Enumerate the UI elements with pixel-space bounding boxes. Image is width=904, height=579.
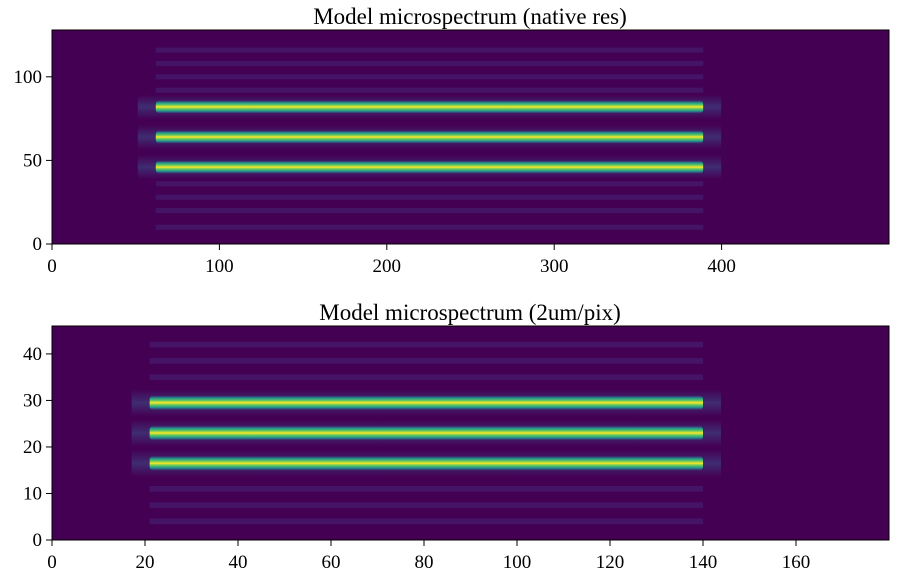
x-tick-label: 0 [47, 552, 57, 573]
plot-frame [51, 29, 890, 245]
stripe [155, 100, 704, 114]
faint-band [149, 502, 703, 508]
stripes [137, 94, 722, 180]
faint-band [155, 47, 704, 53]
stripe [155, 160, 704, 174]
x-tick-label: 400 [707, 256, 736, 277]
x-tick-label: 140 [689, 552, 718, 573]
faint-band [149, 486, 703, 492]
y-tick-label: 10 [23, 483, 42, 504]
y-tick-label: 50 [23, 150, 42, 171]
x-tick-label: 20 [136, 552, 155, 573]
x-tick-label: 40 [229, 552, 248, 573]
chart-title: Model microspectrum (2um/pix) [319, 300, 621, 325]
y-tick-label: 100 [14, 67, 43, 88]
x-tick-label: 160 [782, 552, 811, 573]
chart-panel-2um-pix: Model microspectrum (2um/pix) 0 20 40 60 80 1… [23, 300, 890, 573]
x-tick-label: 300 [540, 256, 569, 277]
y-tick-label: 20 [23, 437, 42, 458]
faint-band [149, 374, 703, 380]
x-tick-label: 0 [47, 256, 57, 277]
y-axis-ticks: 0 50 100 [14, 67, 52, 255]
faint-band [155, 181, 704, 187]
faint-band [149, 341, 703, 348]
faint-band [155, 224, 704, 230]
y-axis-ticks: 0 10 20 30 40 [23, 344, 52, 551]
x-tick-label: 100 [205, 256, 234, 277]
faint-band [155, 208, 704, 214]
stripe [149, 395, 703, 411]
y-tick-label: 0 [33, 234, 43, 255]
stripe [149, 455, 703, 471]
chart-title: Model microspectrum (native res) [313, 4, 627, 29]
x-tick-label: 120 [596, 552, 625, 573]
x-tick-label: 80 [415, 552, 434, 573]
x-axis-ticks: 0 100 200 300 400 [47, 244, 736, 277]
faint-bands [149, 341, 703, 525]
x-tick-label: 60 [322, 552, 341, 573]
faint-band [155, 60, 704, 66]
chart-panel-native-res: Model microspectrum (native res) 0 100 200… [14, 4, 890, 277]
y-tick-label: 40 [23, 344, 42, 365]
stripe [155, 130, 704, 144]
stripes [131, 389, 721, 477]
faint-band [155, 87, 704, 93]
x-tick-label: 200 [373, 256, 402, 277]
y-tick-label: 30 [23, 390, 42, 411]
faint-bands [155, 47, 704, 230]
x-axis-ticks: 0 20 40 60 80 100 120 140 160 [47, 540, 810, 573]
x-tick-label: 100 [503, 552, 532, 573]
faint-band [149, 358, 703, 364]
y-tick-label: 0 [33, 530, 43, 551]
faint-band [155, 74, 704, 80]
stripe [149, 425, 703, 441]
faint-band [149, 518, 703, 525]
plot-frame [51, 325, 890, 541]
faint-band [155, 194, 704, 200]
